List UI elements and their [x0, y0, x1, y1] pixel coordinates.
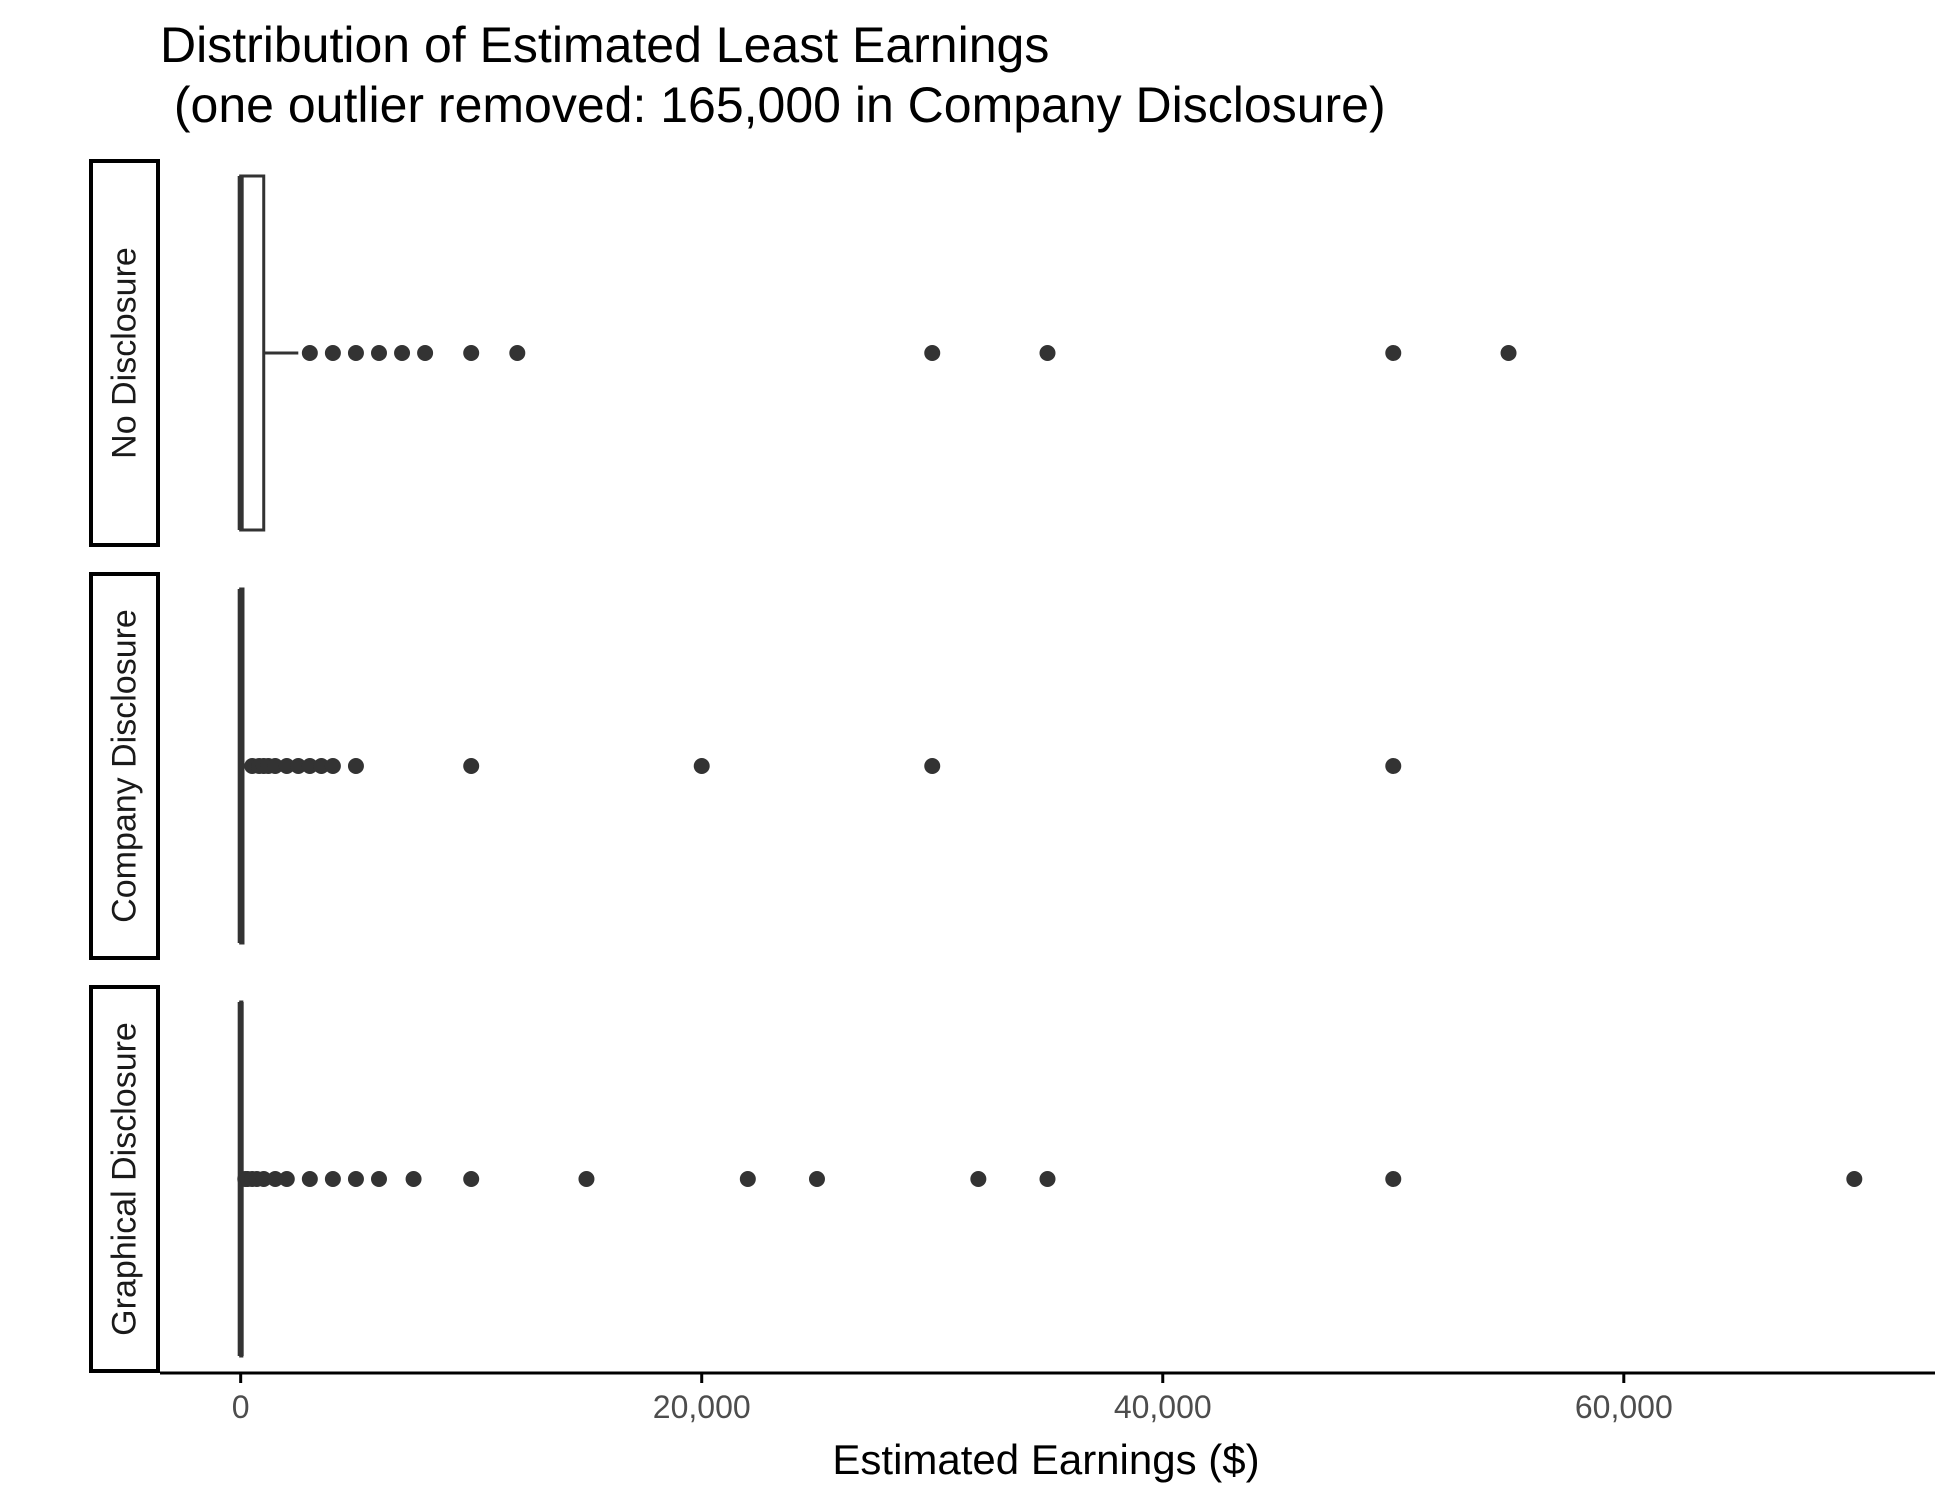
facet-strip [89, 572, 160, 960]
outlier-point [1846, 1171, 1863, 1187]
outlier-point [924, 758, 941, 774]
outlier-point [290, 758, 307, 774]
outlier-point [278, 758, 295, 774]
outlier-point [301, 758, 318, 774]
outlier-point [301, 345, 318, 361]
outlier-point [347, 758, 364, 774]
outlier-point [267, 1171, 284, 1187]
outlier-point [808, 1171, 825, 1187]
outlier-point [301, 1171, 318, 1187]
facet-strip [89, 985, 160, 1373]
outlier-point [693, 758, 710, 774]
facet-panel: Company Disclosure [89, 572, 1402, 960]
x-axis: 0 20,000 40,000 60,000 [160, 1371, 1935, 1425]
outlier-point [1039, 345, 1056, 361]
outlier-point [370, 1171, 387, 1187]
x-tick-label: 40,000 [1114, 1389, 1212, 1425]
facet-panel: No Disclosure [89, 159, 1517, 547]
outlier-point [370, 345, 387, 361]
x-axis-title: Estimated Earnings ($) [832, 1436, 1259, 1483]
facet-strip-label: Graphical Disclosure [106, 1022, 144, 1336]
outlier-point [347, 1171, 364, 1187]
facet-panels: No Disclosure Company Disclosure Graphical… [89, 159, 1863, 1373]
outlier-point [739, 1171, 756, 1187]
outlier-point [1385, 758, 1402, 774]
outlier-point [1385, 1171, 1402, 1187]
box [239, 174, 266, 532]
outlier-point [324, 1171, 341, 1187]
outlier-point [394, 345, 411, 361]
outlier-point [417, 345, 434, 361]
facet-strip [89, 159, 160, 547]
x-tick-label: 0 [232, 1389, 250, 1425]
outlier-point [924, 345, 941, 361]
chart-title: Distribution of Estimated Least Earnings [160, 17, 1049, 73]
outlier-point [278, 1171, 295, 1187]
outlier-point [1385, 345, 1402, 361]
x-tick-label: 20,000 [653, 1389, 751, 1425]
outlier-point [255, 1171, 272, 1187]
outlier-point [1039, 1171, 1056, 1187]
outlier-point [463, 758, 480, 774]
facet-panel: Graphical Disclosure [89, 985, 1863, 1373]
facet-strip-label: Company Disclosure [106, 609, 144, 923]
outlier-point [313, 758, 330, 774]
chart-subtitle: (one outlier removed: 165,000 in Company… [160, 77, 1386, 133]
outlier-point [324, 758, 341, 774]
outlier-point [578, 1171, 595, 1187]
outlier-point [509, 345, 526, 361]
outlier-point [324, 345, 341, 361]
outlier-point [970, 1171, 987, 1187]
outlier-point [347, 345, 364, 361]
outlier-point [463, 345, 480, 361]
outlier-point [405, 1171, 422, 1187]
outlier-point [267, 758, 284, 774]
facet-strip-label: No Disclosure [106, 247, 144, 459]
outlier-point [1500, 345, 1517, 361]
outlier-point [463, 1171, 480, 1187]
x-tick-label: 60,000 [1575, 1389, 1673, 1425]
